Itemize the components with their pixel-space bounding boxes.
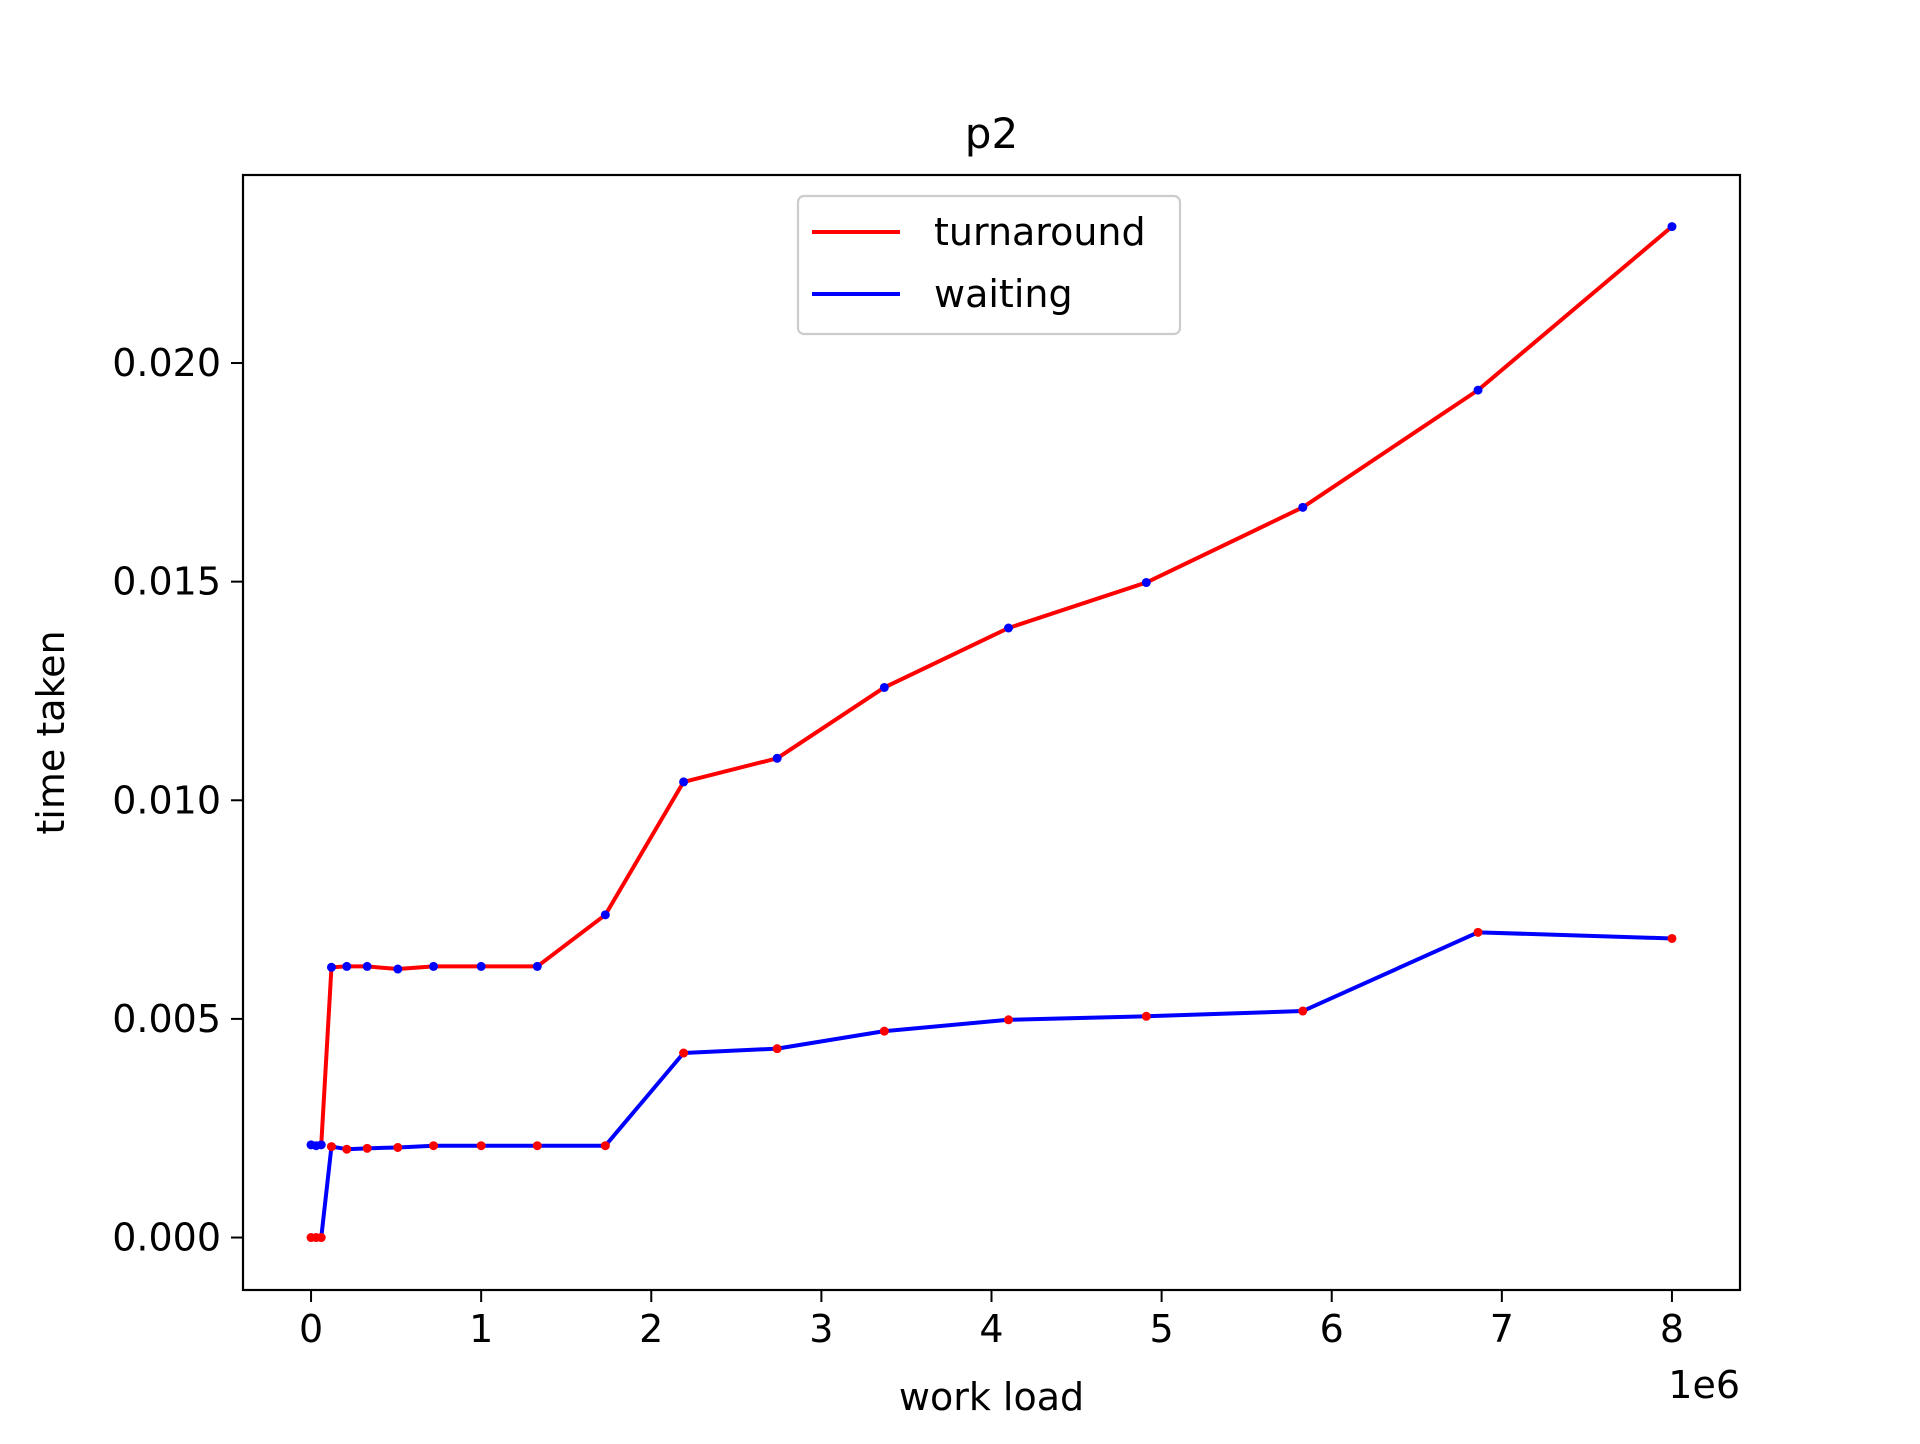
x-axis-label: work load xyxy=(899,1375,1084,1419)
y-tick-label: 0.010 xyxy=(112,778,221,822)
data-point-waiting xyxy=(476,1141,486,1151)
data-point-waiting xyxy=(393,1142,403,1152)
data-point-turnaround xyxy=(393,964,403,974)
data-point-waiting xyxy=(362,1143,372,1153)
data-point-turnaround xyxy=(879,682,889,692)
y-tick-label: 0.005 xyxy=(112,997,221,1041)
data-point-waiting xyxy=(1141,1011,1151,1021)
x-axis-offset-label: 1e6 xyxy=(1668,1363,1740,1407)
data-point-turnaround xyxy=(679,777,689,787)
data-point-waiting xyxy=(600,1141,610,1151)
x-tick-label: 3 xyxy=(809,1307,833,1351)
data-point-waiting xyxy=(1473,927,1483,937)
y-axis-label: time taken xyxy=(29,630,73,834)
series-layer xyxy=(306,222,1677,1243)
legend-label-waiting: waiting xyxy=(934,272,1073,316)
x-tick-label: 5 xyxy=(1150,1307,1174,1351)
data-point-waiting xyxy=(326,1142,336,1152)
data-point-waiting xyxy=(316,1233,326,1243)
y-tick-label: 0.020 xyxy=(112,341,221,385)
data-point-turnaround xyxy=(532,961,542,971)
data-point-turnaround xyxy=(316,1140,326,1150)
legend-label-turnaround: turnaround xyxy=(934,210,1146,254)
data-point-turnaround xyxy=(1667,222,1677,232)
x-axis-ticks: 0 1 2 3 4 5 6 7 8 xyxy=(299,1290,1684,1351)
data-point-turnaround xyxy=(772,753,782,763)
x-tick-label: 0 xyxy=(299,1307,323,1351)
data-point-waiting xyxy=(679,1048,689,1058)
x-tick-label: 1 xyxy=(469,1307,493,1351)
chart-title: p2 xyxy=(965,109,1018,158)
legend: turnaround waiting xyxy=(796,194,1182,336)
y-tick-label: 0.015 xyxy=(112,560,221,604)
x-tick-label: 2 xyxy=(639,1307,663,1351)
data-point-turnaround xyxy=(1473,385,1483,395)
data-point-turnaround xyxy=(342,961,352,971)
y-axis-ticks: 0.000 0.005 0.010 0.015 0.020 xyxy=(112,341,243,1260)
data-point-turnaround xyxy=(1298,502,1308,512)
data-point-turnaround xyxy=(429,961,439,971)
x-tick-label: 8 xyxy=(1660,1307,1684,1351)
data-point-waiting xyxy=(429,1141,439,1151)
data-point-waiting xyxy=(1298,1006,1308,1016)
data-point-waiting xyxy=(1667,933,1677,943)
y-tick-label: 0.000 xyxy=(112,1216,221,1260)
x-tick-label: 7 xyxy=(1490,1307,1514,1351)
data-point-turnaround xyxy=(600,910,610,920)
x-tick-label: 6 xyxy=(1320,1307,1344,1351)
data-point-waiting xyxy=(772,1044,782,1054)
data-point-turnaround xyxy=(326,962,336,972)
data-point-turnaround xyxy=(1004,623,1014,633)
data-point-turnaround xyxy=(476,961,486,971)
data-point-waiting xyxy=(1004,1015,1014,1025)
data-point-turnaround xyxy=(362,961,372,971)
data-point-waiting xyxy=(879,1026,889,1036)
data-point-waiting xyxy=(342,1144,352,1154)
data-point-waiting xyxy=(532,1141,542,1151)
x-tick-label: 4 xyxy=(979,1307,1003,1351)
data-point-turnaround xyxy=(1141,578,1151,588)
